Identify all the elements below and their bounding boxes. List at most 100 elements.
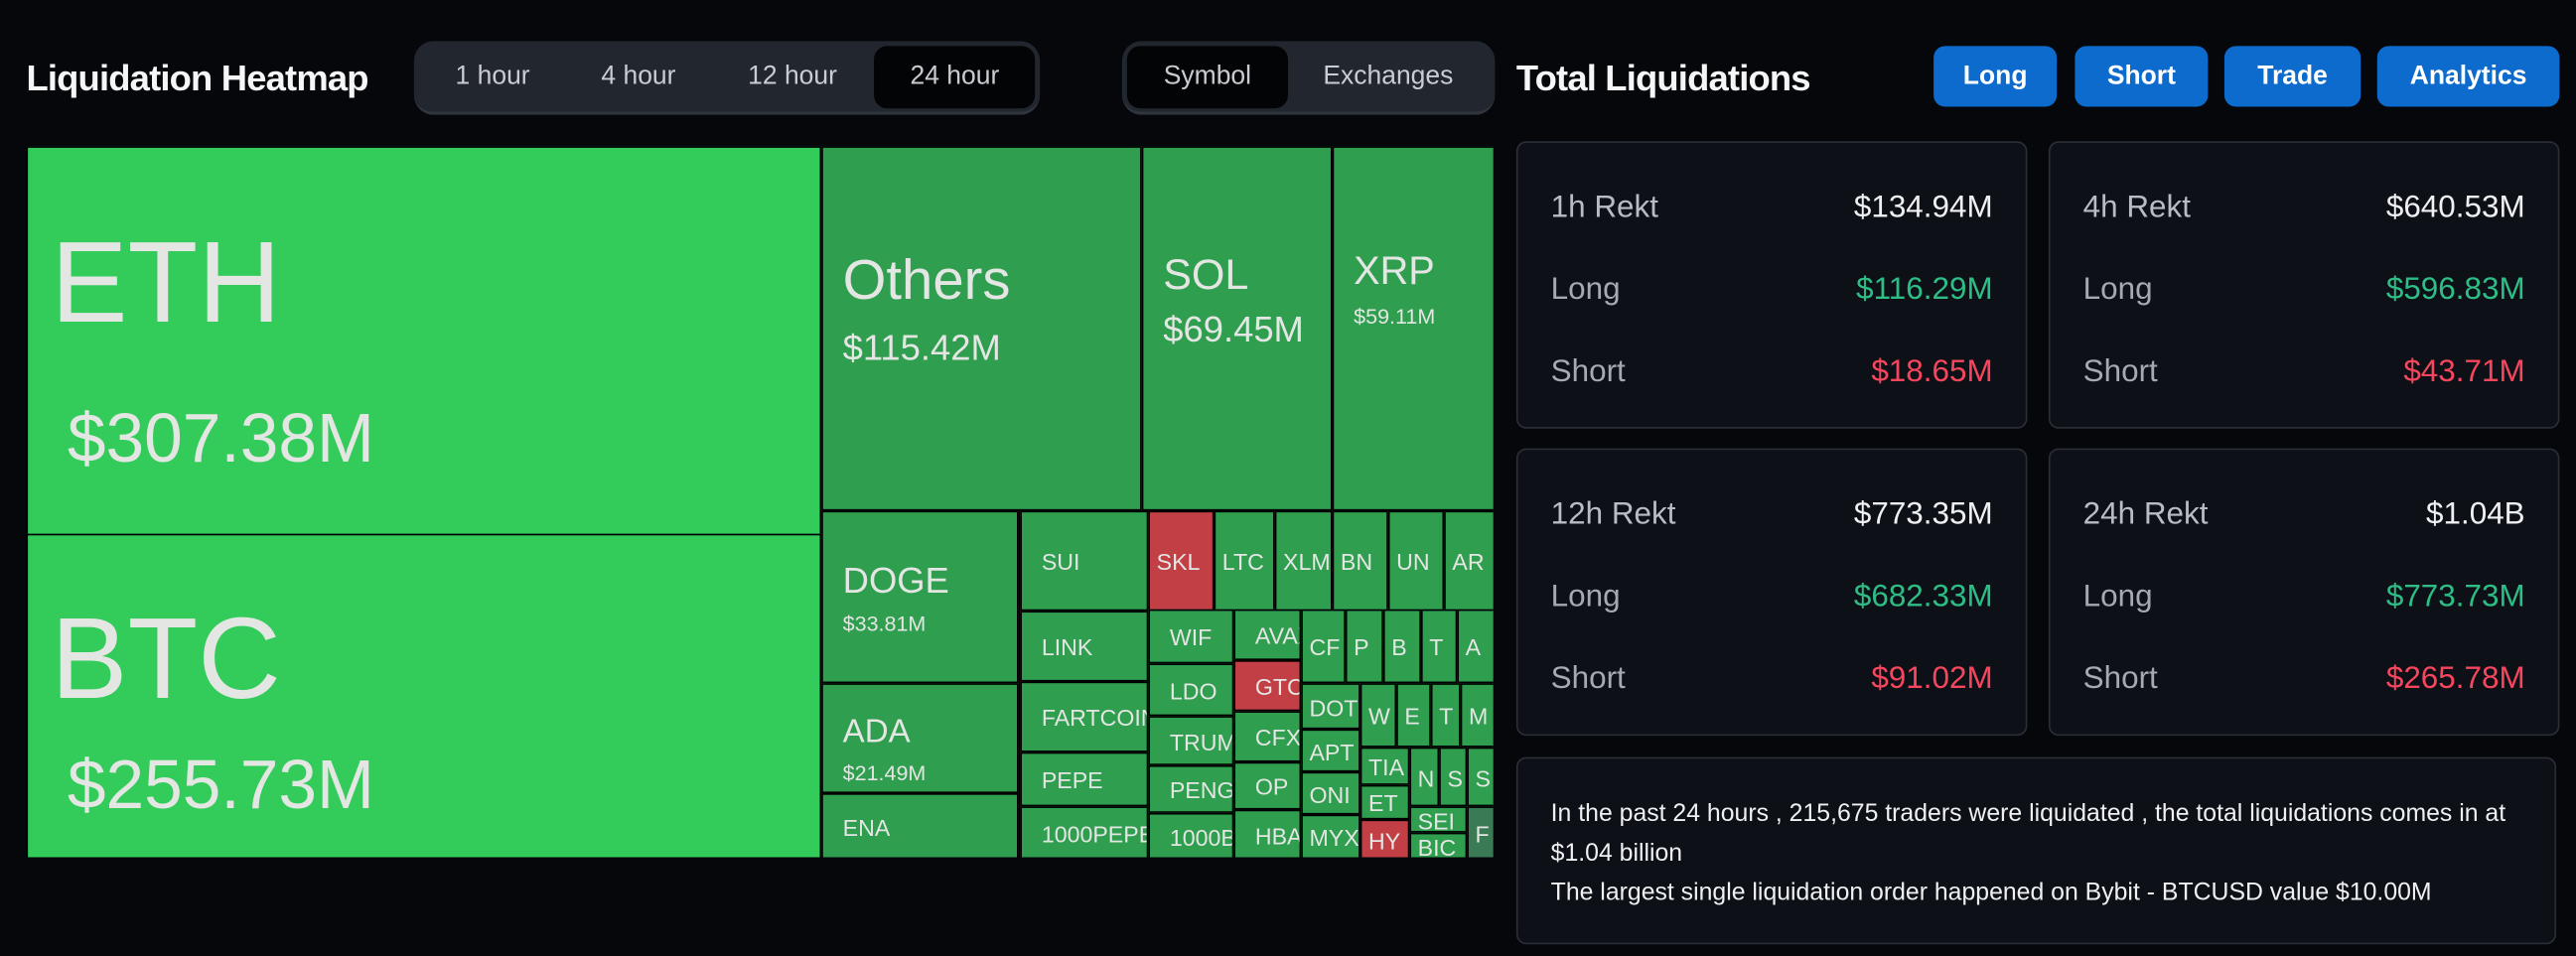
treemap-cell-label: ETH: [51, 218, 281, 347]
treemap-cell-sei[interactable]: SEI: [1409, 806, 1468, 833]
summary-line-1: In the past 24 hours , 215,675 traders w…: [1550, 799, 2506, 868]
tab-4-hour[interactable]: 4 hour: [601, 62, 676, 90]
treemap-cell-label: MYX: [1309, 824, 1360, 851]
treemap-cell-dot[interactable]: DOT: [1301, 683, 1360, 730]
treemap-cell-label: ENA: [842, 813, 891, 841]
trade-button[interactable]: Trade: [2223, 46, 2361, 107]
treemap-cell-un[interactable]: UN: [1387, 510, 1445, 612]
treemap-cell-b[interactable]: B: [1382, 609, 1421, 684]
treemap-cell-label: S: [1475, 764, 1492, 791]
treemap-cell-ada[interactable]: ADA $21.49M: [821, 683, 1019, 794]
treemap-cell-m[interactable]: M: [1460, 683, 1494, 748]
long-label: Long: [1550, 272, 1621, 308]
treemap-cell-t[interactable]: T: [1420, 609, 1458, 684]
treemap-cell-label: A: [1465, 633, 1482, 661]
treemap-cell-label: F: [1475, 820, 1490, 847]
short-label: Short: [2082, 354, 2158, 390]
treemap-cell-label: SKL: [1156, 548, 1201, 576]
treemap-cell-ena[interactable]: ENA: [821, 793, 1019, 858]
time-range-tabs: 1 hour 4 hour 12 hour 24 hour: [413, 41, 1041, 115]
treemap-cell-cfx[interactable]: CFX: [1233, 711, 1302, 762]
treemap-cell-e[interactable]: E: [1396, 683, 1431, 748]
treemap-cell-oni[interactable]: ONI: [1301, 771, 1360, 815]
treemap-cell-tia[interactable]: TIA: [1360, 747, 1410, 785]
treemap-cell-f[interactable]: F: [1467, 806, 1494, 858]
long-value: $596.83M: [2385, 272, 2525, 308]
treemap-cell-link[interactable]: LINK: [1020, 611, 1149, 682]
treemap-cell-cf[interactable]: CF: [1301, 609, 1346, 684]
treemap-cell-skl[interactable]: SKL: [1148, 510, 1215, 612]
treemap-cell-value: $307.38M: [67, 399, 374, 478]
treemap-cell-fartcoin[interactable]: FARTCOIN: [1020, 681, 1149, 752]
treemap-cell-apt[interactable]: APT: [1301, 729, 1360, 772]
long-row: Long $116.29M: [1551, 273, 1993, 309]
treemap-cell-avax[interactable]: AVAX: [1233, 609, 1302, 661]
treemap-cell-label: SEI: [1417, 807, 1456, 833]
short-row: Short $265.78M: [2083, 662, 2525, 698]
treemap-cell-label: LDO: [1169, 677, 1217, 704]
treemap-cell-label: Others: [842, 249, 1011, 313]
head-label: 4h Rekt: [2082, 190, 2191, 225]
treemap-cell-et[interactable]: ET: [1360, 784, 1410, 820]
treemap-cell-ldo[interactable]: LDO: [1148, 663, 1234, 717]
treemap-cell-trump[interactable]: TRUMP: [1148, 716, 1234, 765]
short-value: $43.71M: [2403, 354, 2525, 390]
treemap-cell-btc[interactable]: BTC $255.73M: [26, 533, 822, 858]
treemap-cell-doge[interactable]: DOGE $33.81M: [821, 510, 1019, 684]
long-label: Long: [2082, 579, 2153, 615]
short-row: Short $43.71M: [2083, 354, 2525, 390]
treemap-cell-wif[interactable]: WIF: [1148, 609, 1234, 664]
head-row: 4h Rekt $640.53M: [2083, 191, 2525, 226]
tab-24-hour[interactable]: 24 hour: [874, 45, 1036, 108]
treemap-cell-peng[interactable]: PENG: [1148, 764, 1234, 813]
tab-12-hour[interactable]: 12 hour: [748, 62, 837, 90]
treemap-cell-myx[interactable]: MYX: [1301, 814, 1360, 858]
treemap-cell-label: HBA: [1254, 821, 1302, 849]
tab-symbol[interactable]: Symbol: [1126, 45, 1288, 108]
treemap-cell-bn[interactable]: BN: [1332, 510, 1388, 612]
treemap-cell-label: OP: [1254, 773, 1289, 800]
head-label: 24h Rekt: [2082, 497, 2209, 532]
treemap-cell-eth[interactable]: ETH $307.38M: [26, 146, 822, 536]
treemap-cell-others[interactable]: Others $115.42M: [821, 146, 1142, 511]
treemap-cell-sol[interactable]: SOL $69.45M: [1141, 146, 1333, 511]
short-value: $18.65M: [1871, 354, 1993, 390]
treemap-cell-label: TRUMP: [1169, 728, 1232, 755]
treemap-cell-p[interactable]: P: [1345, 609, 1383, 684]
tab-1-hour[interactable]: 1 hour: [455, 62, 530, 90]
treemap-cell-ltc[interactable]: LTC: [1214, 510, 1275, 612]
treemap-cell-sui[interactable]: SUI: [1020, 510, 1149, 612]
treemap-cell-hba[interactable]: HBA: [1233, 809, 1302, 858]
treemap-cell-value: $69.45M: [1163, 309, 1304, 350]
short-label: Short: [1550, 354, 1626, 390]
treemap-cell-w[interactable]: W: [1360, 683, 1397, 748]
treemap-cell-value: $33.81M: [842, 611, 927, 636]
treemap-cell-1000b[interactable]: 1000B: [1148, 812, 1234, 858]
treemap-cell-label: S: [1447, 764, 1463, 791]
treemap-cell-label: B: [1391, 633, 1407, 661]
tab-exchanges[interactable]: Exchanges: [1323, 62, 1454, 90]
treemap-cell-1000pepe[interactable]: 1000PEPE: [1020, 806, 1149, 858]
long-button[interactable]: Long: [1933, 46, 2058, 107]
treemap-cell-gtc[interactable]: GTC: [1233, 660, 1302, 712]
head-row: 12h Rekt $773.35M: [1551, 497, 1993, 533]
treemap-cell-s[interactable]: S: [1439, 747, 1468, 807]
treemap-cell-hy[interactable]: HY: [1360, 819, 1410, 858]
treemap-cell-pepe[interactable]: PEPE: [1020, 751, 1149, 807]
analytics-button[interactable]: Analytics: [2376, 46, 2560, 107]
head-row: 1h Rekt $134.94M: [1551, 191, 1993, 226]
treemap-cell-a[interactable]: A: [1457, 609, 1494, 684]
treemap-cell-n[interactable]: N: [1409, 747, 1440, 807]
treemap-cell-s[interactable]: S: [1467, 747, 1494, 807]
short-button[interactable]: Short: [2075, 46, 2209, 107]
short-label: Short: [2082, 661, 2158, 697]
treemap-cell-xrp[interactable]: XRP $59.11M: [1332, 146, 1494, 511]
treemap-cell-op[interactable]: OP: [1233, 761, 1302, 810]
treemap-cell-bic[interactable]: BIC: [1409, 832, 1468, 858]
treemap-cell-value: $115.42M: [842, 327, 1001, 369]
treemap-cell-ar[interactable]: AR: [1444, 510, 1494, 612]
treemap-cell-t[interactable]: T: [1430, 683, 1461, 748]
treemap-cell-label: CFX: [1254, 724, 1302, 751]
treemap-cell-xlm[interactable]: XLM: [1274, 510, 1333, 612]
